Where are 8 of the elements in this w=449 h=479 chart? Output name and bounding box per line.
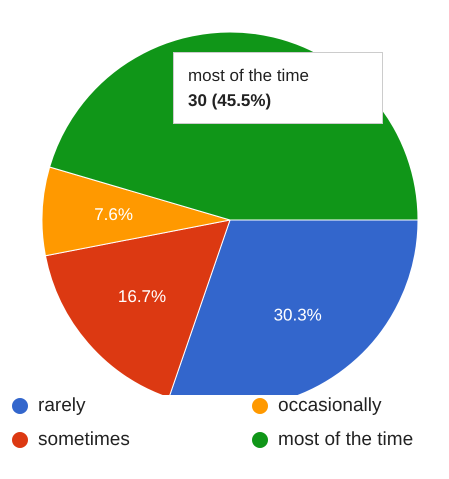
data-label: 7.6% [94,205,133,224]
text: most of the time 30 (45.5%) [188,65,310,112]
data-label: 30.3% [274,305,322,324]
legend-label: occasionally [278,395,382,417]
data-label: 16.7% [118,286,166,306]
legend-label: sometimes [38,429,130,451]
legend-label: most of the time [278,429,414,451]
legend-label: rarely [38,395,86,417]
